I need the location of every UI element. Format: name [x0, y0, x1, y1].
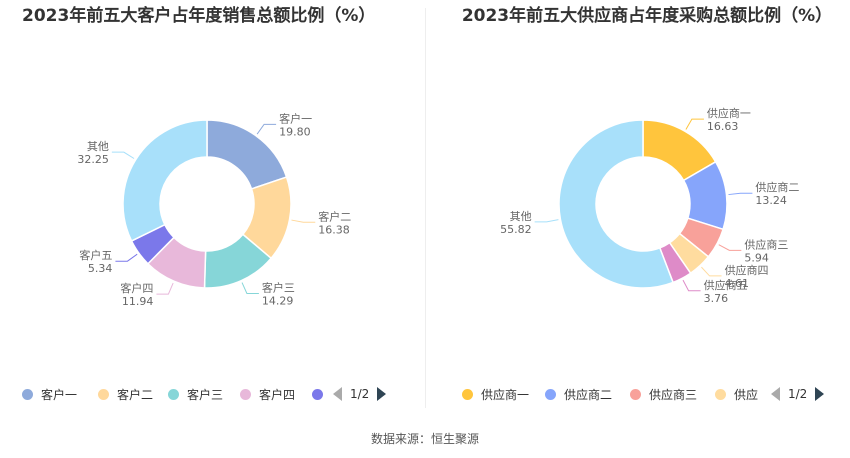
chart-title: 2023年前五大客户占年度销售总额比例（%）	[22, 6, 376, 26]
legend-page-indicator: 1/2	[350, 387, 370, 401]
leader-line	[685, 118, 704, 130]
legend-marker	[312, 388, 323, 400]
supplier-chart-panel: 2023年前五大供应商占年度采购总额比例（%） 供应商一 16.63 供应商二 13.…	[425, 0, 850, 420]
legend-marker	[22, 388, 33, 400]
legend-item[interactable]: 供应商二	[545, 384, 612, 404]
slice-label: 客户三	[262, 281, 295, 295]
slice-label: 供应商五	[704, 278, 748, 292]
legend-label: 客户一	[41, 387, 78, 402]
slice-value-label: 16.63	[707, 120, 739, 133]
slice-label: 其他	[510, 210, 532, 223]
legend-marker	[715, 388, 726, 400]
chevron-right-icon[interactable]	[377, 387, 387, 401]
slice-label: 客户一	[279, 111, 312, 125]
slice-value-label: 13.24	[755, 194, 787, 207]
legend-item[interactable]: 供应商三	[630, 384, 697, 404]
legend-label: 客户三	[187, 387, 224, 402]
legend-label: 客户二	[117, 387, 154, 402]
leader-line	[156, 282, 174, 295]
legend-marker	[98, 388, 109, 400]
leader-line	[718, 244, 742, 251]
legend-item[interactable]: 客户四	[240, 384, 295, 404]
chevron-left-icon[interactable]	[771, 387, 780, 401]
legend-pager: 1/2	[333, 384, 387, 404]
pie-slice[interactable]	[122, 119, 208, 242]
slice-value-label: 19.80	[279, 125, 311, 138]
legend-label: 供应商三	[649, 387, 698, 402]
data-source-note: 数据来源：恒生聚源	[370, 432, 479, 446]
legend-pager: 1/2	[771, 384, 825, 404]
leader-line	[115, 253, 138, 262]
pie-slice[interactable]	[558, 119, 675, 289]
chevron-right-icon[interactable]	[815, 387, 825, 401]
slice-value-label: 32.25	[77, 153, 109, 166]
chevron-left-icon[interactable]	[333, 387, 342, 401]
slice-label: 供应商一	[707, 106, 751, 120]
slice-value-label: 55.82	[500, 223, 532, 236]
slice-value-label: 14.29	[262, 295, 294, 308]
legend-label: 供应	[734, 387, 759, 402]
legend-marker	[462, 388, 473, 400]
pie-slice[interactable]	[206, 119, 288, 190]
slice-label: 客户四	[120, 281, 153, 295]
leader-line	[728, 192, 753, 196]
legend-page-indicator: 1/2	[788, 387, 808, 401]
slice-label: 其他	[87, 140, 109, 153]
legend-label: 供应商二	[564, 387, 613, 402]
panel-divider	[425, 8, 426, 408]
leader-line	[682, 279, 701, 292]
leader-line	[256, 123, 277, 135]
slice-value-label: 5.34	[88, 262, 113, 275]
leader-line	[241, 282, 259, 295]
leader-line	[111, 151, 135, 159]
leader-line	[701, 266, 722, 277]
legend-item[interactable]: 客户三	[168, 384, 223, 404]
slice-label: 客户五	[79, 248, 112, 262]
leader-line	[534, 219, 559, 223]
slice-value-label: 3.76	[704, 292, 729, 305]
slice-value-label: 4.61	[725, 277, 750, 290]
legend-marker	[545, 388, 556, 400]
legend-item[interactable]: 供应	[715, 384, 758, 404]
slice-label: 供应商四	[725, 263, 769, 277]
customer-chart-panel: 2023年前五大客户占年度销售总额比例（%） 客户一 19.80 客户二 16.38 客…	[0, 0, 425, 420]
legend-marker	[168, 388, 179, 400]
legend-item[interactable]: 供应商一	[462, 384, 529, 404]
legend-item[interactable]	[312, 384, 331, 404]
legend-item[interactable]: 客户一	[22, 384, 77, 404]
slice-label: 客户二	[318, 209, 351, 223]
legend-label: 客户四	[259, 387, 296, 402]
slice-label: 供应商二	[755, 180, 799, 194]
legend-marker	[240, 388, 251, 400]
slice-label: 供应商三	[744, 237, 788, 251]
slice-value-label: 16.38	[318, 223, 350, 236]
leader-line	[291, 219, 316, 223]
slice-value-label: 11.94	[122, 295, 154, 308]
legend-marker	[630, 388, 641, 400]
chart-legend: 供应商一 供应商二 供应商三 供应 1/2	[425, 384, 850, 404]
chart-legend: 客户一 客户二 客户三 客户四 1/2	[0, 384, 425, 404]
legend-label: 供应商一	[481, 387, 530, 402]
chart-title: 2023年前五大供应商占年度采购总额比例（%）	[461, 6, 833, 26]
legend-item[interactable]: 客户二	[98, 384, 153, 404]
slice-value-label: 5.94	[744, 251, 769, 264]
